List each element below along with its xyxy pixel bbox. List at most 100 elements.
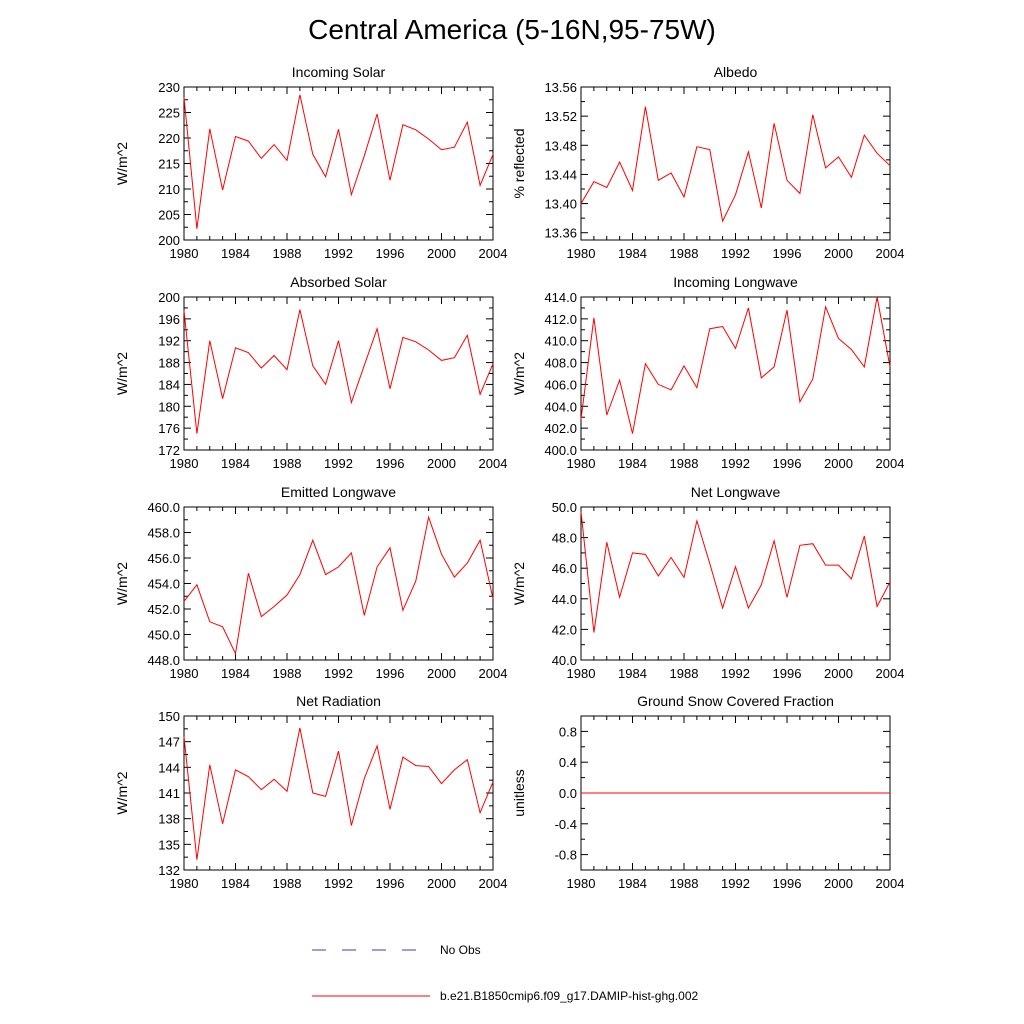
y-tick-label: 450.0 bbox=[147, 628, 180, 643]
y-tick-label: 458.0 bbox=[147, 526, 180, 541]
series-line bbox=[580, 511, 891, 633]
y-tick-label: 200 bbox=[158, 290, 180, 305]
y-tick-label: 135 bbox=[158, 837, 180, 852]
series-line bbox=[183, 309, 494, 434]
y-tick-label: 13.48 bbox=[544, 138, 577, 153]
y-tick-label: 188 bbox=[158, 356, 180, 371]
y-tick-label: 180 bbox=[158, 399, 180, 414]
figure-title: Central America (5-16N,95-75W) bbox=[308, 14, 716, 45]
x-tick-label: 1996 bbox=[376, 456, 405, 471]
y-tick-label: 225 bbox=[158, 106, 180, 121]
y-tick-label: 13.40 bbox=[544, 197, 577, 212]
chart-panel-1: Albedo 1980 1984 1988 1992 1996 2000 2004 13.36 1… bbox=[511, 64, 904, 261]
x-tick-label: 1992 bbox=[324, 456, 353, 471]
x-tick-label: 2000 bbox=[824, 666, 853, 681]
y-tick-label: 196 bbox=[158, 312, 180, 327]
x-tick-label: 1992 bbox=[324, 246, 353, 261]
panel-title: Albedo bbox=[714, 64, 758, 80]
y-tick-label: 132 bbox=[158, 863, 180, 878]
x-tick-label: 1984 bbox=[221, 876, 250, 891]
x-tick-label: 1984 bbox=[221, 666, 250, 681]
series-line bbox=[580, 296, 891, 434]
y-axis-label: W/m^2 bbox=[114, 562, 130, 605]
series-line bbox=[183, 515, 494, 656]
y-tick-label: 414.0 bbox=[544, 290, 577, 305]
y-tick-label: 176 bbox=[158, 421, 180, 436]
y-tick-label: 50.0 bbox=[552, 500, 577, 515]
x-tick-label: 1996 bbox=[376, 246, 405, 261]
x-tick-label: 1988 bbox=[670, 456, 699, 471]
x-tick-label: 1992 bbox=[324, 666, 353, 681]
y-tick-label: 0.4 bbox=[559, 755, 577, 770]
x-tick-label: 2004 bbox=[479, 456, 508, 471]
x-tick-label: 1984 bbox=[618, 246, 647, 261]
y-tick-label: 456.0 bbox=[147, 551, 180, 566]
y-tick-label: 454.0 bbox=[147, 577, 180, 592]
y-tick-label: 42.0 bbox=[552, 622, 577, 637]
plot-frame bbox=[183, 296, 494, 451]
x-tick-label: 1992 bbox=[721, 246, 750, 261]
plot-frame bbox=[183, 86, 494, 241]
x-tick-label: 1988 bbox=[273, 456, 302, 471]
x-tick-label: 2000 bbox=[824, 246, 853, 261]
y-tick-label: 215 bbox=[158, 157, 180, 172]
x-tick-label: 2004 bbox=[876, 246, 905, 261]
y-tick-label: 13.36 bbox=[544, 226, 577, 241]
y-tick-label: 150 bbox=[158, 709, 180, 724]
x-tick-label: 1980 bbox=[170, 246, 199, 261]
x-tick-label: 1996 bbox=[773, 666, 802, 681]
x-tick-label: 1992 bbox=[721, 876, 750, 891]
x-tick-label: 2004 bbox=[479, 666, 508, 681]
chart-panel-5: Net Longwave 1980 1984 1988 1992 1996 2000 2004… bbox=[511, 484, 904, 681]
x-tick-label: 2000 bbox=[427, 876, 456, 891]
panel-title: Incoming Longwave bbox=[673, 274, 798, 290]
y-tick-label: -0.4 bbox=[555, 817, 577, 832]
y-tick-label: 141 bbox=[158, 786, 180, 801]
x-tick-label: 1988 bbox=[670, 666, 699, 681]
panel-title: Net Radiation bbox=[296, 693, 381, 709]
y-axis-label: W/m^2 bbox=[114, 142, 130, 185]
y-tick-label: 192 bbox=[158, 334, 180, 349]
y-tick-label: 184 bbox=[158, 377, 180, 392]
x-tick-label: 1980 bbox=[567, 246, 596, 261]
chart-panel-3: Incoming Longwave 1980 1984 1988 1992 1996 200… bbox=[511, 274, 904, 471]
x-tick-label: 2000 bbox=[427, 666, 456, 681]
x-tick-label: 2004 bbox=[479, 246, 508, 261]
y-tick-label: 147 bbox=[158, 735, 180, 750]
chart-panel-2: Absorbed Solar 1980 1984 1988 1992 1996 2000 20… bbox=[114, 274, 507, 471]
y-axis-label: % reflected bbox=[511, 128, 527, 198]
x-tick-label: 2004 bbox=[876, 456, 905, 471]
x-tick-label: 2000 bbox=[824, 876, 853, 891]
y-axis-label: W/m^2 bbox=[511, 352, 527, 395]
x-tick-label: 2004 bbox=[876, 666, 905, 681]
x-tick-label: 2000 bbox=[824, 456, 853, 471]
x-tick-label: 1988 bbox=[670, 246, 699, 261]
y-tick-label: 48.0 bbox=[552, 531, 577, 546]
x-tick-label: 1980 bbox=[567, 876, 596, 891]
plot-frame bbox=[580, 296, 891, 451]
y-tick-label: 0.0 bbox=[559, 786, 577, 801]
y-tick-label: 452.0 bbox=[147, 602, 180, 617]
x-tick-label: 1988 bbox=[273, 666, 302, 681]
y-tick-label: 220 bbox=[158, 131, 180, 146]
plot-frame bbox=[580, 86, 891, 241]
panel-title: Incoming Solar bbox=[292, 64, 386, 80]
y-tick-label: -0.8 bbox=[555, 848, 577, 863]
panel-title: Emitted Longwave bbox=[281, 484, 396, 500]
x-tick-label: 1996 bbox=[376, 666, 405, 681]
panel-title: Net Longwave bbox=[691, 484, 781, 500]
plot-frame bbox=[183, 506, 494, 661]
y-axis-label: W/m^2 bbox=[114, 771, 130, 814]
y-tick-label: 13.52 bbox=[544, 109, 577, 124]
y-tick-label: 138 bbox=[158, 812, 180, 827]
x-tick-label: 2000 bbox=[427, 456, 456, 471]
x-tick-label: 1988 bbox=[670, 876, 699, 891]
y-tick-label: 402.0 bbox=[544, 421, 577, 436]
y-tick-label: 408.0 bbox=[544, 356, 577, 371]
x-tick-label: 1984 bbox=[618, 876, 647, 891]
chart-panel-6: Net Radiation 1980 1984 1988 1992 1996 2000 200… bbox=[114, 693, 507, 891]
y-tick-label: 410.0 bbox=[544, 334, 577, 349]
x-tick-label: 1996 bbox=[376, 876, 405, 891]
chart-panel-4: Emitted Longwave 1980 1984 1988 1992 1996 2000… bbox=[114, 484, 507, 681]
